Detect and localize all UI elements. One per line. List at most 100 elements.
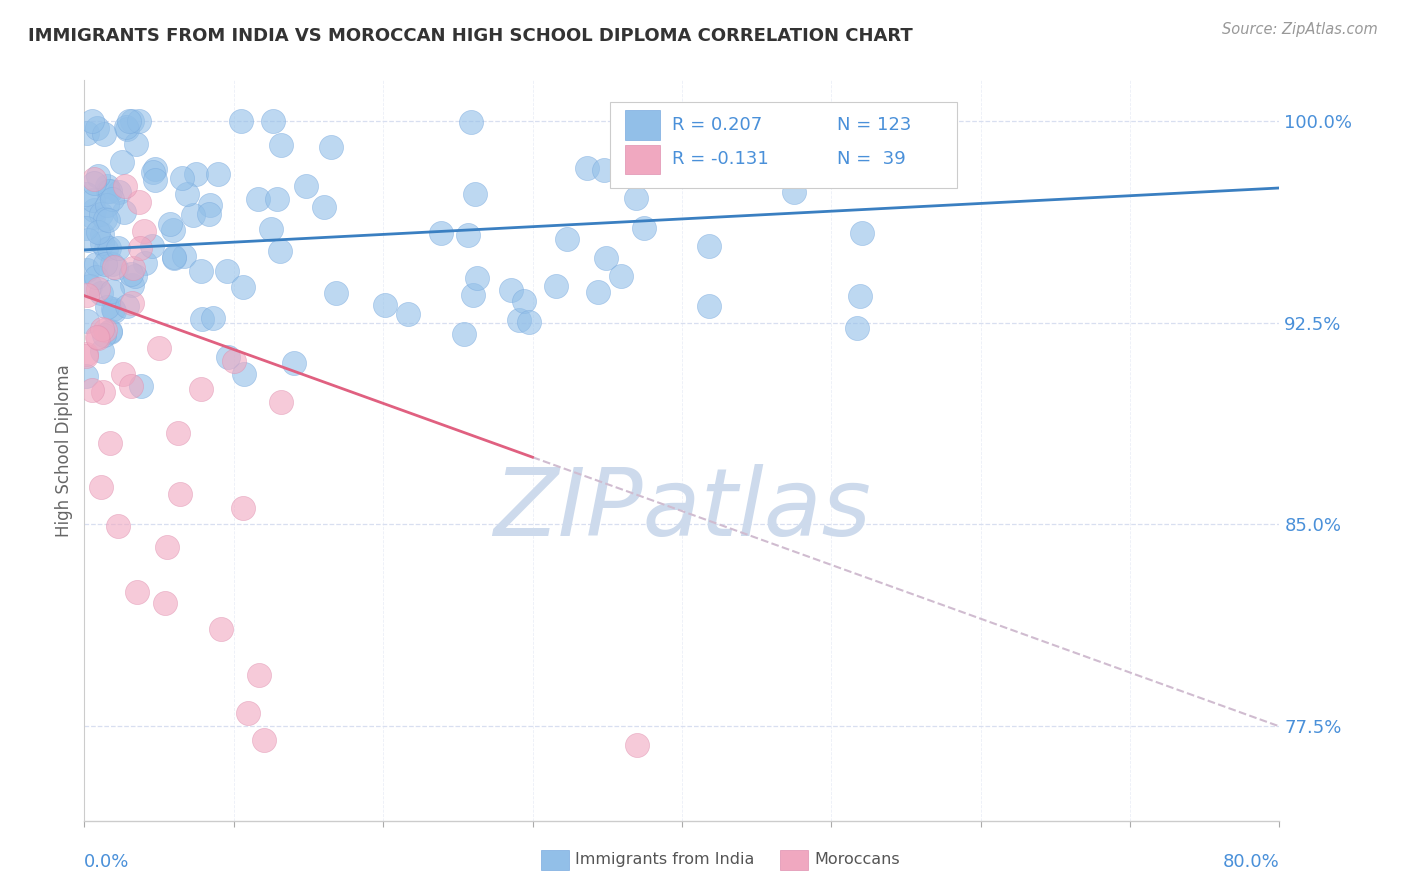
Point bbox=[209, 622, 232, 636]
Point bbox=[91, 227, 114, 241]
Point bbox=[143, 173, 166, 187]
Point bbox=[430, 227, 453, 241]
Point bbox=[76, 262, 98, 277]
Point bbox=[86, 330, 108, 344]
Point bbox=[97, 185, 120, 199]
Point bbox=[98, 184, 121, 198]
Point bbox=[105, 260, 128, 275]
Point bbox=[128, 113, 150, 128]
Point bbox=[120, 267, 142, 281]
Point bbox=[124, 269, 146, 284]
Point bbox=[269, 244, 291, 258]
Point bbox=[90, 235, 112, 250]
Point bbox=[134, 256, 156, 270]
Point bbox=[125, 136, 148, 151]
Text: Source: ZipAtlas.com: Source: ZipAtlas.com bbox=[1222, 22, 1378, 37]
Point bbox=[159, 218, 181, 232]
Point bbox=[82, 210, 104, 224]
Point bbox=[97, 213, 120, 227]
Point bbox=[610, 268, 633, 283]
Point bbox=[114, 120, 136, 134]
Point bbox=[121, 295, 143, 310]
Point bbox=[83, 176, 105, 190]
Point bbox=[121, 277, 143, 292]
Point bbox=[260, 222, 283, 236]
Point bbox=[207, 168, 229, 182]
Point bbox=[75, 368, 97, 383]
Point bbox=[163, 250, 186, 264]
Point bbox=[115, 122, 138, 136]
Point bbox=[93, 327, 115, 342]
Point bbox=[112, 205, 135, 219]
Point bbox=[396, 306, 419, 320]
Point bbox=[128, 241, 150, 255]
Text: 80.0%: 80.0% bbox=[1223, 853, 1279, 871]
Point bbox=[453, 326, 475, 341]
Point bbox=[82, 194, 104, 208]
Point bbox=[75, 349, 97, 363]
Point bbox=[114, 179, 136, 194]
Point bbox=[163, 251, 186, 265]
Point bbox=[846, 321, 869, 335]
Point bbox=[849, 289, 872, 303]
Point bbox=[83, 171, 105, 186]
Point bbox=[76, 127, 98, 141]
Point bbox=[190, 264, 212, 278]
Point bbox=[129, 378, 152, 392]
Point bbox=[107, 186, 129, 200]
Point bbox=[94, 256, 117, 270]
Point bbox=[295, 179, 318, 194]
Point bbox=[96, 198, 118, 212]
Point bbox=[464, 187, 486, 202]
Point bbox=[246, 192, 269, 206]
Point bbox=[457, 228, 479, 243]
Point bbox=[103, 260, 125, 275]
Point bbox=[86, 270, 108, 285]
FancyBboxPatch shape bbox=[610, 103, 957, 187]
Point bbox=[91, 384, 114, 399]
Point bbox=[312, 200, 335, 214]
Point bbox=[83, 203, 105, 218]
Text: ZIPatlas: ZIPatlas bbox=[494, 464, 870, 555]
Point bbox=[90, 343, 112, 358]
Point bbox=[90, 285, 112, 300]
Point bbox=[232, 280, 254, 294]
Point bbox=[697, 299, 720, 313]
Point bbox=[586, 285, 609, 299]
Point bbox=[190, 312, 212, 326]
Point bbox=[98, 324, 121, 338]
Point bbox=[112, 367, 135, 381]
Y-axis label: High School Diploma: High School Diploma bbox=[55, 364, 73, 537]
Point bbox=[198, 198, 221, 212]
Point bbox=[87, 331, 110, 345]
Point bbox=[173, 249, 195, 263]
Point bbox=[103, 301, 125, 316]
Bar bbox=[624, 145, 661, 174]
Point bbox=[86, 282, 108, 296]
Point bbox=[162, 223, 184, 237]
Point bbox=[80, 383, 103, 397]
Point bbox=[77, 233, 100, 247]
Point bbox=[266, 192, 288, 206]
Point bbox=[75, 186, 97, 201]
Point bbox=[374, 298, 396, 312]
Point bbox=[143, 162, 166, 177]
Point bbox=[86, 121, 108, 136]
Point bbox=[851, 226, 873, 240]
Point bbox=[172, 171, 194, 186]
Point bbox=[325, 285, 347, 300]
Point bbox=[270, 137, 292, 152]
Point bbox=[76, 288, 98, 302]
Point bbox=[97, 240, 120, 254]
Point bbox=[186, 168, 208, 182]
Point bbox=[134, 224, 156, 238]
Point bbox=[465, 270, 488, 285]
Point bbox=[247, 667, 270, 681]
Point bbox=[202, 311, 225, 326]
Point bbox=[79, 279, 101, 293]
Point bbox=[90, 480, 112, 494]
Point bbox=[148, 341, 170, 355]
Point bbox=[117, 299, 139, 313]
Point bbox=[107, 240, 129, 254]
Text: R = 0.207: R = 0.207 bbox=[672, 116, 762, 134]
